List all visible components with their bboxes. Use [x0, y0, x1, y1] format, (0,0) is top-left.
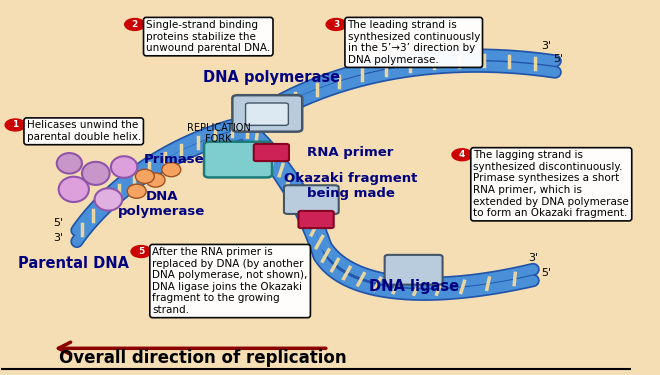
FancyBboxPatch shape	[246, 103, 288, 125]
Circle shape	[5, 119, 25, 131]
FancyBboxPatch shape	[253, 144, 289, 161]
Ellipse shape	[111, 156, 137, 178]
Text: Helicases unwind the
parental double helix.: Helicases unwind the parental double hel…	[26, 120, 141, 142]
Ellipse shape	[82, 162, 110, 185]
Text: DNA
polymerase: DNA polymerase	[118, 190, 205, 218]
Circle shape	[326, 18, 347, 30]
Text: Primase: Primase	[144, 153, 205, 166]
FancyBboxPatch shape	[232, 95, 302, 132]
Text: 3: 3	[333, 20, 339, 29]
Circle shape	[131, 246, 151, 258]
Text: The leading strand is
synthesized continuously
in the 5’→3’ direction by
DNA pol: The leading strand is synthesized contin…	[348, 20, 480, 65]
FancyBboxPatch shape	[385, 255, 443, 285]
Text: RNA primer: RNA primer	[308, 146, 394, 159]
Circle shape	[452, 149, 472, 161]
Ellipse shape	[135, 169, 154, 183]
Text: 5': 5'	[541, 268, 551, 278]
Ellipse shape	[127, 184, 146, 198]
Text: 2: 2	[132, 20, 138, 29]
Text: 3': 3'	[528, 253, 539, 263]
Text: 4: 4	[459, 150, 465, 159]
Text: 3': 3'	[53, 233, 63, 243]
Text: Single-strand binding
proteins stabilize the
unwound parental DNA.: Single-strand binding proteins stabilize…	[146, 20, 271, 53]
Circle shape	[125, 18, 145, 30]
Text: Parental DNA: Parental DNA	[18, 256, 129, 271]
Ellipse shape	[57, 153, 82, 174]
Text: 5': 5'	[53, 218, 63, 228]
Text: Overall direction of replication: Overall direction of replication	[59, 349, 347, 367]
Text: DNA ligase: DNA ligase	[368, 279, 459, 294]
Text: Okazaki fragment
being made: Okazaki fragment being made	[284, 172, 417, 200]
FancyBboxPatch shape	[284, 185, 339, 214]
Ellipse shape	[94, 188, 122, 211]
Ellipse shape	[59, 177, 89, 202]
Ellipse shape	[146, 173, 165, 187]
Text: REPLICATION
FORK: REPLICATION FORK	[187, 123, 250, 144]
FancyBboxPatch shape	[204, 142, 272, 177]
Text: 5: 5	[138, 247, 145, 256]
Text: The lagging strand is
synthesized discontinuously.
Primase synthesizes a short
R: The lagging strand is synthesized discon…	[473, 150, 629, 218]
FancyBboxPatch shape	[298, 211, 334, 228]
Text: 3': 3'	[541, 41, 551, 51]
Text: DNA polymerase: DNA polymerase	[203, 70, 341, 85]
Ellipse shape	[162, 162, 181, 177]
Text: After the RNA primer is
replaced by DNA (by another
DNA polymerase, not shown),
: After the RNA primer is replaced by DNA …	[152, 247, 308, 315]
Text: 5': 5'	[553, 54, 564, 64]
Text: 1: 1	[12, 120, 18, 129]
